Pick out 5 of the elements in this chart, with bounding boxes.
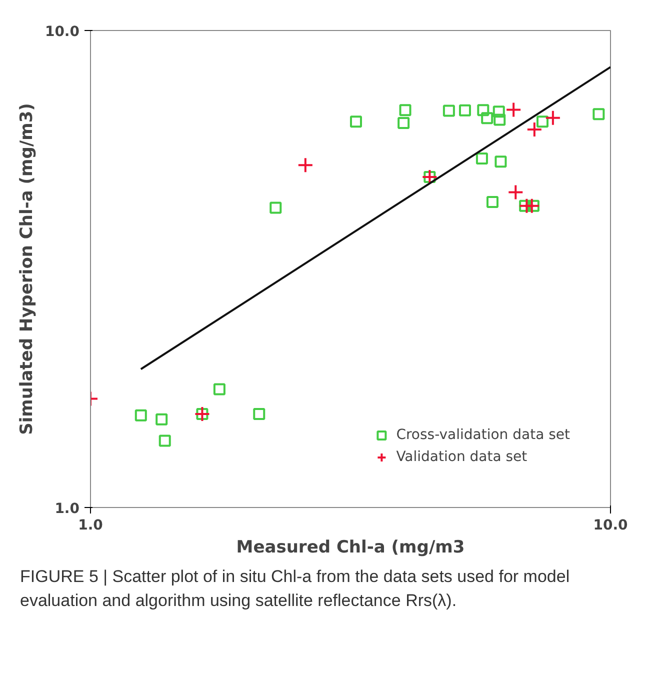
x-axis-title: Measured Chl-a (mg/m3: [236, 538, 465, 558]
y-axis-title: Simulated Hyperion Chl-a (mg/m3): [16, 103, 37, 435]
legend-label: Cross-validation data set: [396, 427, 570, 443]
legend-label: Validation data set: [396, 449, 528, 465]
caption: FIGURE 5 | Scatter plot of in situ Chl-a from the data sets used for model evaluation and algorithm using satellite reflectance Rrs(λ).: [20, 566, 571, 612]
